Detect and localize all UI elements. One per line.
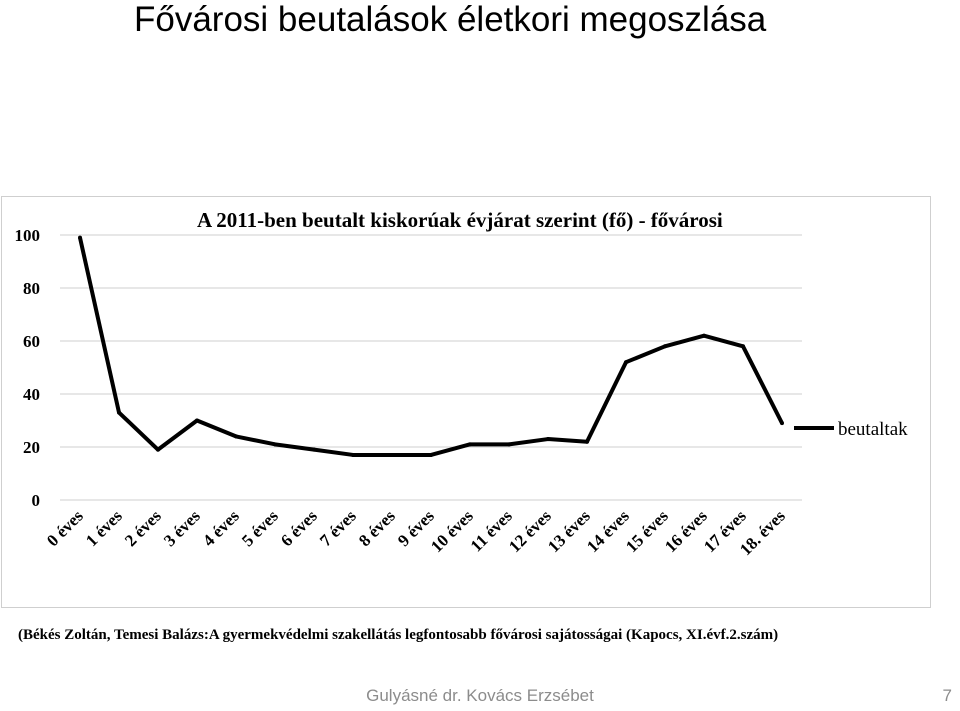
- data-point: [312, 447, 316, 452]
- page-number: 7: [942, 686, 952, 705]
- x-tick-label: 0 éves: [43, 506, 87, 550]
- chart-frame: 0 20 40 60 80 100 0 éves 1 éves 2 éves 3 éves 4 é…: [1, 196, 931, 608]
- x-tick-label: 3 éves: [160, 506, 204, 550]
- data-point: [390, 452, 394, 457]
- data-point: [702, 333, 706, 338]
- x-tick-label: 7 éves: [316, 506, 360, 550]
- x-tick-label: 10 éves: [427, 506, 477, 556]
- series-layer: [78, 235, 784, 457]
- grid-lines: [60, 234, 802, 501]
- x-tick-label: 1 éves: [82, 506, 126, 550]
- legend-label: beutaltak: [838, 419, 908, 440]
- data-point: [117, 410, 121, 415]
- data-point: [156, 447, 160, 452]
- data-point: [468, 442, 472, 447]
- data-point: [585, 439, 589, 444]
- data-point: [273, 442, 277, 447]
- data-point: [741, 344, 745, 349]
- y-axis-ticks: 0 20 40 60 80 100: [15, 226, 41, 510]
- y-tick-label: 80: [23, 279, 40, 298]
- footer-author: Gulyásné dr. Kovács Erzsébet: [366, 686, 594, 705]
- x-tick-label: 16 éves: [661, 506, 711, 556]
- chart-title: A 2011-ben beutalt kiskorúak évjárat sze…: [197, 208, 723, 232]
- data-point: [780, 421, 784, 426]
- data-point: [624, 360, 628, 365]
- legend: beutaltak: [794, 419, 908, 440]
- data-point: [546, 437, 550, 442]
- source-citation: (Békés Zoltán, Temesi Balázs:A gyermekvé…: [18, 627, 779, 643]
- y-tick-label: 0: [32, 491, 41, 510]
- data-point: [78, 235, 82, 240]
- x-tick-label: 15 éves: [622, 506, 672, 556]
- data-point: [351, 452, 355, 457]
- data-point: [429, 452, 433, 457]
- x-tick-label: 12 éves: [505, 506, 555, 556]
- x-tick-label: 8 éves: [355, 506, 399, 550]
- data-point: [663, 344, 667, 349]
- x-tick-label: 5 éves: [238, 506, 282, 550]
- data-point: [195, 418, 199, 423]
- y-tick-label: 40: [23, 385, 40, 404]
- x-tick-label: 4 éves: [199, 506, 243, 550]
- x-tick-label: 14 éves: [583, 506, 633, 556]
- y-tick-label: 60: [23, 332, 40, 351]
- x-tick-label: 11 éves: [467, 506, 516, 555]
- y-tick-label: 20: [23, 438, 40, 457]
- series-line: [78, 237, 784, 457]
- x-tick-label: 6 éves: [277, 506, 321, 550]
- x-tick-label: 13 éves: [544, 506, 594, 556]
- y-tick-label: 100: [15, 226, 41, 245]
- slide-title: Fővárosi beutalások életkori megoszlása: [134, 0, 767, 39]
- data-point: [234, 434, 238, 439]
- x-tick-label: 2 éves: [121, 506, 165, 550]
- data-point: [507, 442, 511, 447]
